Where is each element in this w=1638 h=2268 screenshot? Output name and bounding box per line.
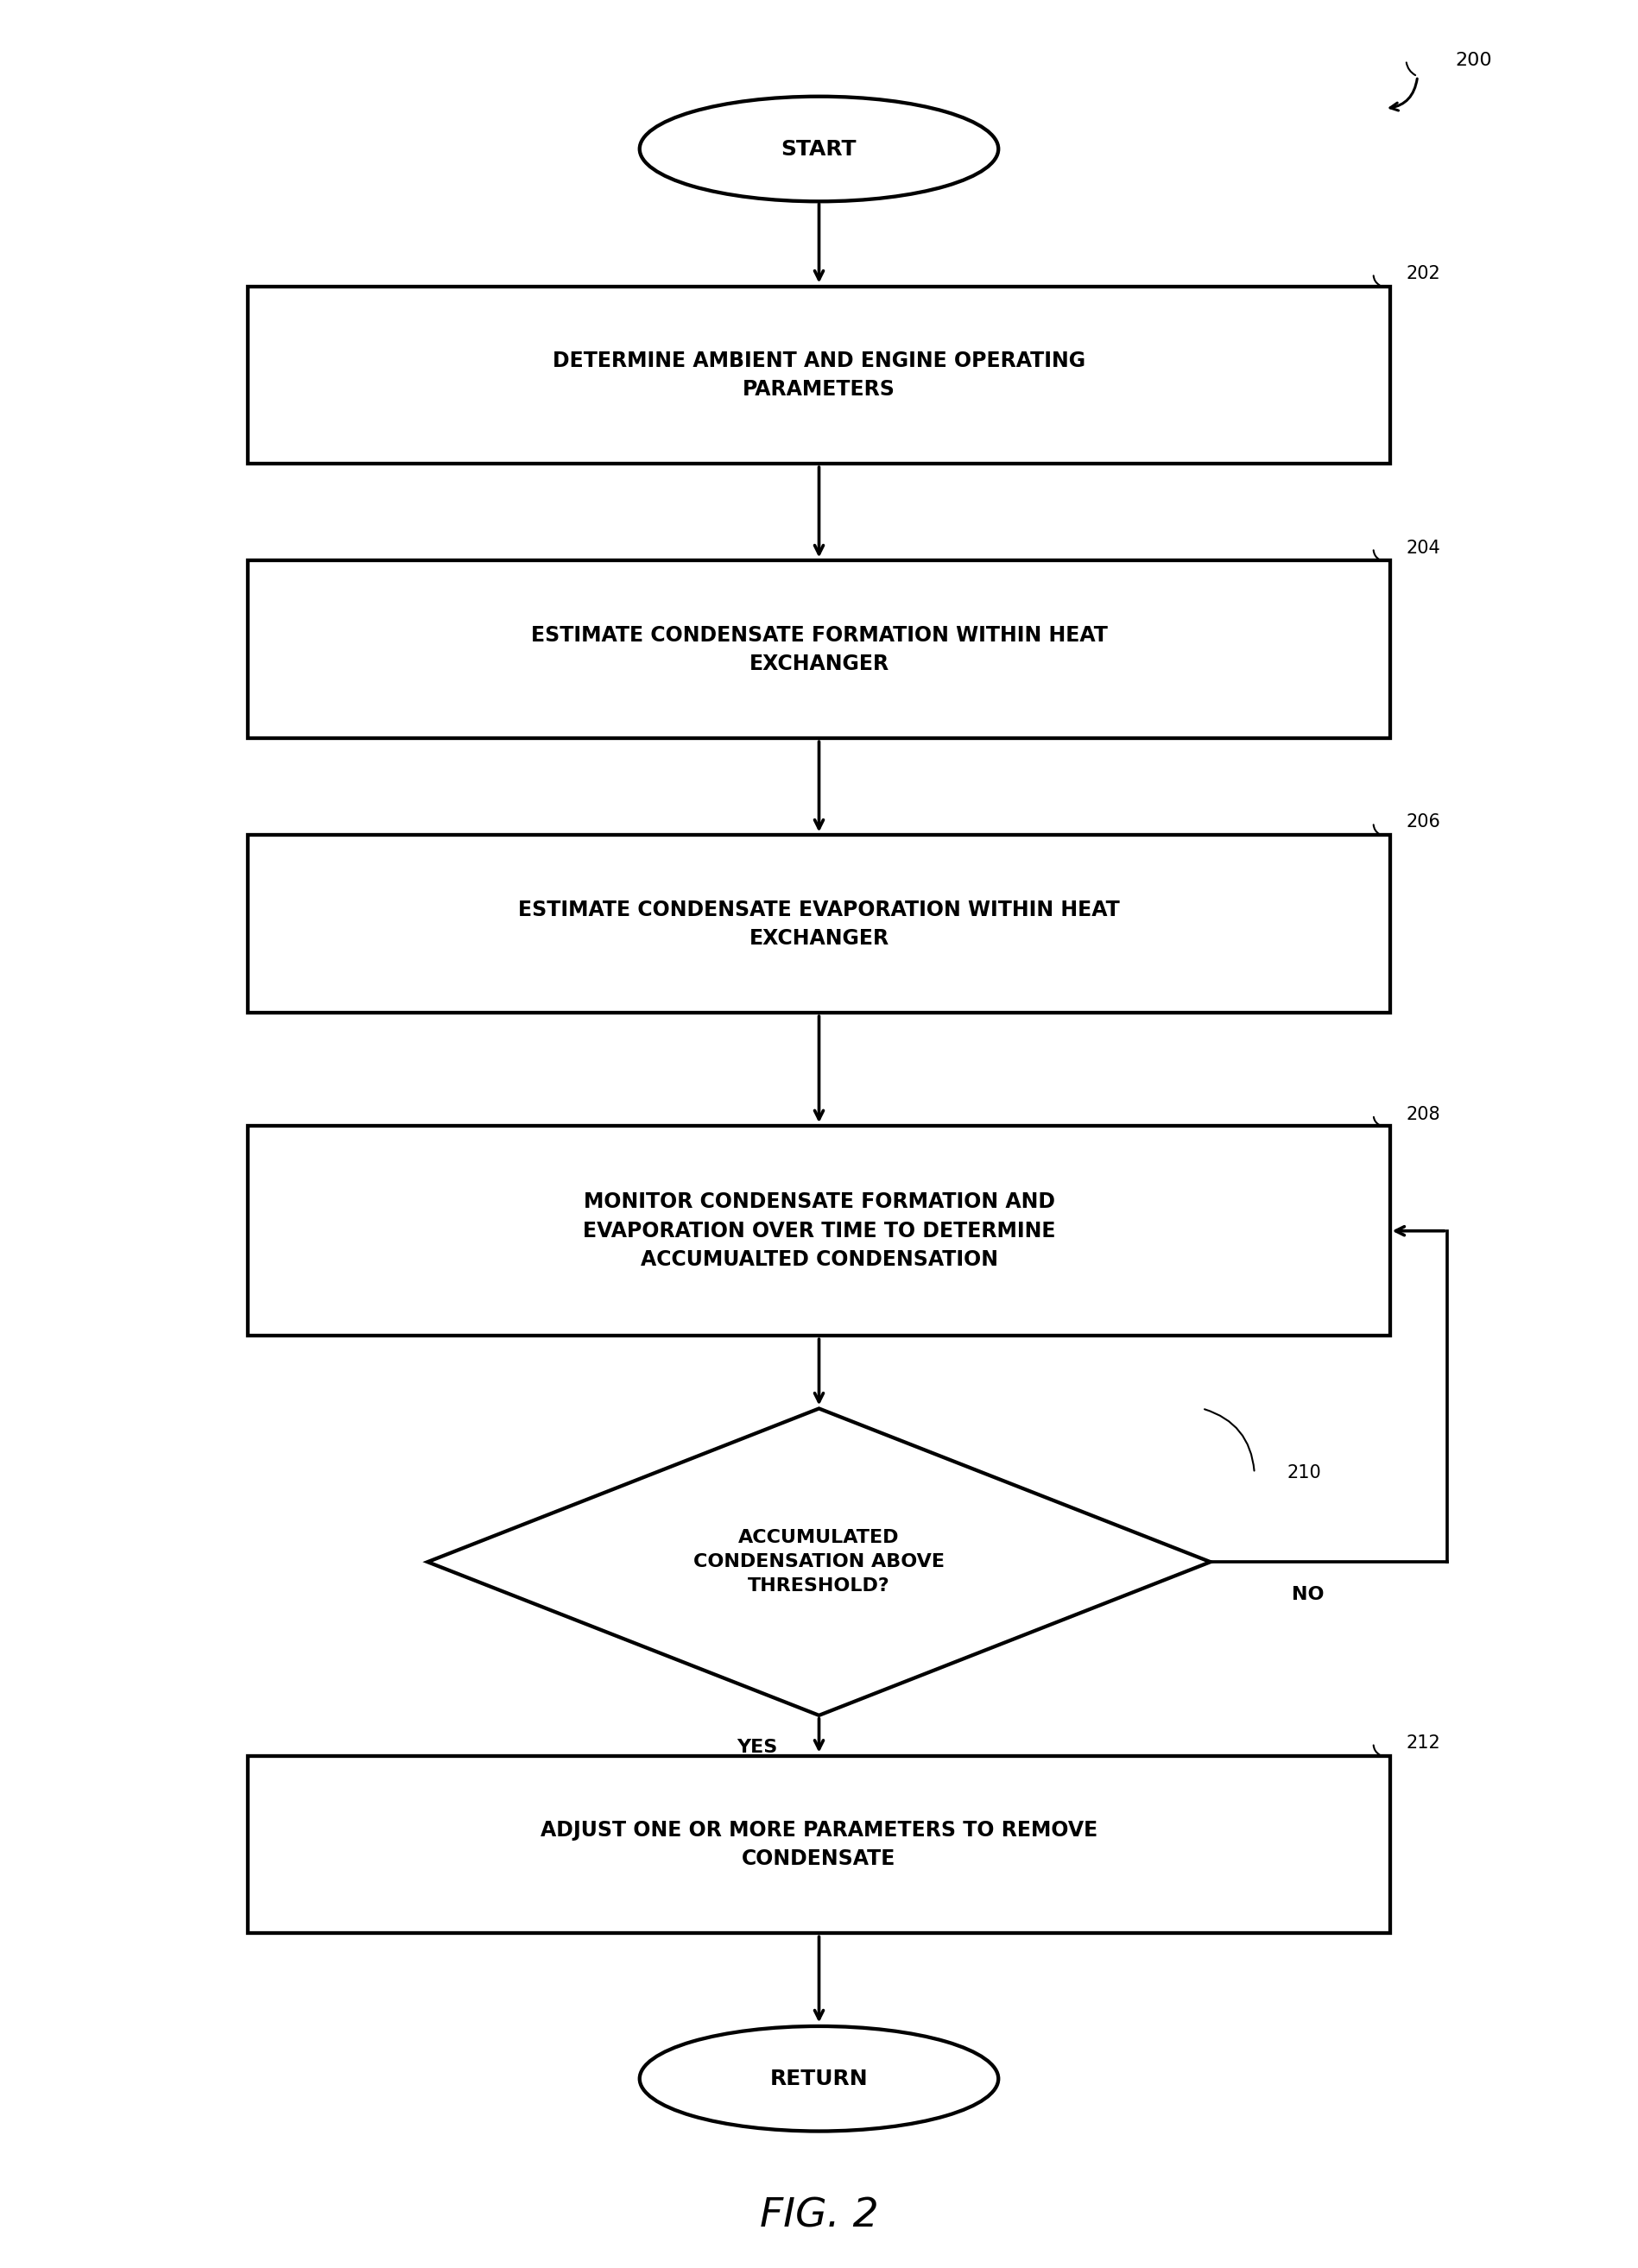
Text: 208: 208 bbox=[1405, 1107, 1440, 1123]
Polygon shape bbox=[428, 1408, 1210, 1715]
Bar bbox=[249, 1125, 1389, 1336]
Text: ESTIMATE CONDENSATE EVAPORATION WITHIN HEAT
EXCHANGER: ESTIMATE CONDENSATE EVAPORATION WITHIN H… bbox=[518, 898, 1120, 948]
Text: ESTIMATE CONDENSATE FORMATION WITHIN HEAT
EXCHANGER: ESTIMATE CONDENSATE FORMATION WITHIN HEA… bbox=[531, 624, 1107, 674]
Text: 206: 206 bbox=[1405, 814, 1440, 830]
Text: ADJUST ONE OR MORE PARAMETERS TO REMOVE
CONDENSATE: ADJUST ONE OR MORE PARAMETERS TO REMOVE … bbox=[541, 1819, 1097, 1869]
Text: YES: YES bbox=[737, 1740, 778, 1755]
Text: START: START bbox=[781, 138, 857, 159]
Text: ACCUMULATED
CONDENSATION ABOVE
THRESHOLD?: ACCUMULATED CONDENSATION ABOVE THRESHOLD… bbox=[693, 1529, 945, 1594]
Bar bbox=[249, 1755, 1389, 1932]
Text: DETERMINE AMBIENT AND ENGINE OPERATING
PARAMETERS: DETERMINE AMBIENT AND ENGINE OPERATING P… bbox=[552, 349, 1086, 399]
Text: 204: 204 bbox=[1405, 540, 1440, 556]
Text: FIG. 2: FIG. 2 bbox=[760, 2195, 878, 2236]
Text: 200: 200 bbox=[1455, 52, 1492, 68]
Bar bbox=[249, 560, 1389, 739]
Text: 202: 202 bbox=[1405, 265, 1440, 281]
Text: MONITOR CONDENSATE FORMATION AND
EVAPORATION OVER TIME TO DETERMINE
ACCUMUALTED : MONITOR CONDENSATE FORMATION AND EVAPORA… bbox=[583, 1191, 1055, 1270]
Text: 210: 210 bbox=[1287, 1465, 1322, 1481]
Text: 212: 212 bbox=[1405, 1735, 1440, 1751]
Text: RETURN: RETURN bbox=[770, 2068, 868, 2089]
Ellipse shape bbox=[639, 98, 999, 202]
Bar bbox=[249, 835, 1389, 1014]
Bar bbox=[249, 286, 1389, 465]
Text: NO: NO bbox=[1292, 1585, 1324, 1603]
Ellipse shape bbox=[639, 2025, 999, 2132]
